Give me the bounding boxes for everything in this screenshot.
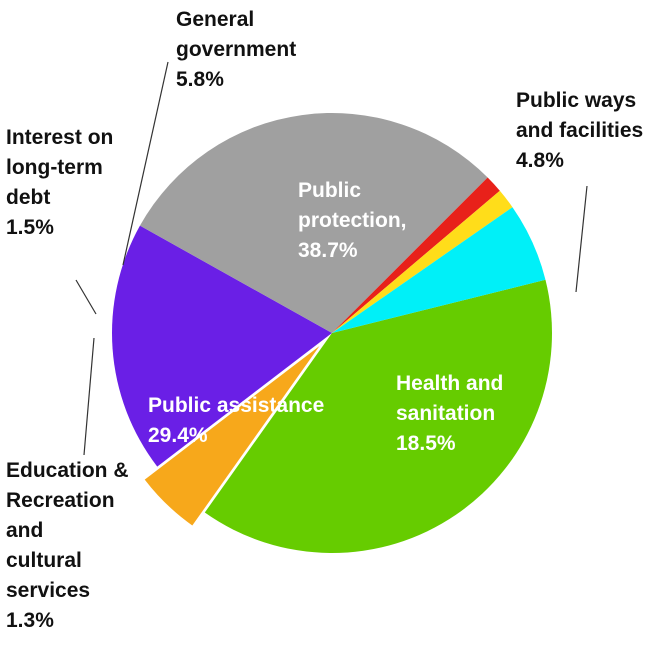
slice-label-line: Public xyxy=(298,179,361,202)
leader-line-1 xyxy=(575,185,588,293)
slice-label-4: Education & Recreation and cultural services… xyxy=(6,459,129,632)
pie-slice-1 xyxy=(144,345,320,526)
slice-label-line: 4.8% xyxy=(516,149,564,172)
pie-slice-3 xyxy=(139,112,488,334)
slice-label-3: Public assistance 29.4% xyxy=(148,394,324,447)
slice-label-line: 1.3% xyxy=(6,609,54,632)
leader-line-4 xyxy=(83,337,95,456)
slice-label-line: debt xyxy=(6,186,50,209)
pie-slice-5 xyxy=(332,190,513,333)
slice-labels: Public protection, 38.7% Public ways and fac… xyxy=(6,8,643,632)
slice-label-line: 38.7% xyxy=(298,239,358,262)
slice-label-line: and xyxy=(6,519,43,542)
leader-line-5 xyxy=(75,279,97,315)
pie-slice-6 xyxy=(332,207,546,333)
slice-label-line: sanitation xyxy=(396,402,495,425)
slice-label-line: 29.4% xyxy=(148,424,208,447)
pie-slice-2 xyxy=(111,225,332,467)
slice-label-line: long-term xyxy=(6,156,103,179)
slice-label-line: 5.8% xyxy=(176,68,224,91)
slice-label-line: 1.5% xyxy=(6,216,54,239)
slice-label-2: Health and sanitation 18.5% xyxy=(396,372,503,455)
slice-label-6: General government 5.8% xyxy=(176,8,296,91)
leader-lines xyxy=(75,61,588,456)
pie-slices xyxy=(111,112,552,553)
pie-slice-4 xyxy=(332,177,500,333)
slice-label-line: government xyxy=(176,38,296,61)
slice-label-line: protection, xyxy=(298,209,407,232)
slice-label-line: General xyxy=(176,8,254,31)
slice-label-line: Public ways xyxy=(516,89,636,112)
slice-label-line: 18.5% xyxy=(396,432,456,455)
slice-label-5: Interest on long-term debt 1.5% xyxy=(6,126,113,239)
leader-line-6 xyxy=(122,61,169,266)
slice-label-line: cultural xyxy=(6,549,82,572)
slice-label-0: Public protection, 38.7% xyxy=(298,179,407,262)
slice-label-line: services xyxy=(6,579,90,602)
slice-label-line: Health and xyxy=(396,372,503,395)
slice-label-line: Recreation xyxy=(6,489,115,512)
pie-slice-0 xyxy=(204,279,552,553)
slice-label-line: Education & xyxy=(6,459,129,482)
slice-label-line: Public assistance xyxy=(148,394,324,417)
slice-label-line: and facilities xyxy=(516,119,643,142)
slice-label-line: Interest on xyxy=(6,126,113,149)
slice-label-1: Public ways and facilities 4.8% xyxy=(516,89,643,172)
